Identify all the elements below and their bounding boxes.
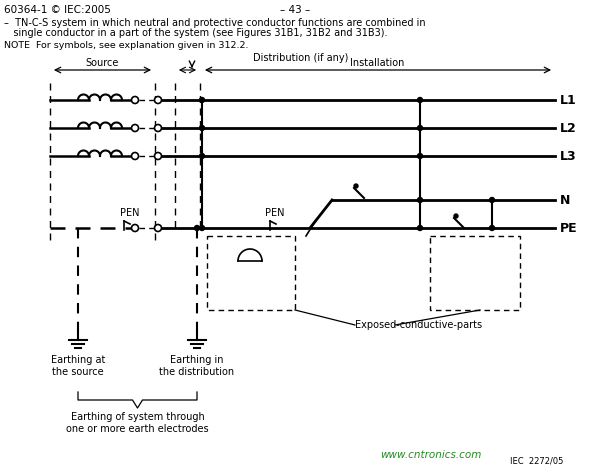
Circle shape xyxy=(155,96,161,103)
Circle shape xyxy=(454,214,458,218)
Circle shape xyxy=(131,152,139,159)
Text: NOTE  For symbols, see explanation given in 312.2.: NOTE For symbols, see explanation given … xyxy=(4,41,248,50)
Text: Earthing of system through
one or more earth electrodes: Earthing of system through one or more e… xyxy=(66,412,209,434)
Circle shape xyxy=(199,154,205,158)
Text: – 43 –: – 43 – xyxy=(280,5,310,15)
Text: L1: L1 xyxy=(560,94,577,107)
Circle shape xyxy=(155,225,161,232)
Text: Earthing in
the distribution: Earthing in the distribution xyxy=(160,355,235,376)
Text: Earthing at
the source: Earthing at the source xyxy=(51,355,105,376)
Circle shape xyxy=(155,152,161,159)
Text: single conductor in a part of the system (see Figures 31B1, 31B2 and 31B3).: single conductor in a part of the system… xyxy=(4,28,388,38)
Circle shape xyxy=(131,125,139,132)
Circle shape xyxy=(418,154,422,158)
Circle shape xyxy=(418,97,422,102)
Text: PE: PE xyxy=(560,221,578,235)
Text: www.cntronics.com: www.cntronics.com xyxy=(380,450,481,460)
Text: 60364-1 © IEC:2005: 60364-1 © IEC:2005 xyxy=(4,5,111,15)
Bar xyxy=(430,236,520,310)
Circle shape xyxy=(354,184,358,188)
Text: N: N xyxy=(560,194,571,206)
Circle shape xyxy=(131,225,139,232)
Circle shape xyxy=(418,197,422,203)
Text: Distribution (if any): Distribution (if any) xyxy=(253,53,349,63)
Text: Source: Source xyxy=(86,58,119,68)
Bar xyxy=(207,236,295,310)
Text: PEN: PEN xyxy=(265,208,284,218)
Text: –  TN-C-S system in which neutral and protective conductor functions are combine: – TN-C-S system in which neutral and pro… xyxy=(4,18,425,28)
Circle shape xyxy=(418,125,422,131)
Text: Installation: Installation xyxy=(350,58,404,68)
Circle shape xyxy=(155,125,161,132)
Circle shape xyxy=(418,226,422,230)
Text: Exposed-conductive-parts: Exposed-conductive-parts xyxy=(355,320,482,330)
Circle shape xyxy=(490,226,494,230)
Circle shape xyxy=(199,226,205,230)
Circle shape xyxy=(490,197,494,203)
Circle shape xyxy=(194,226,199,230)
Circle shape xyxy=(199,97,205,102)
Text: PEN: PEN xyxy=(120,208,139,218)
Text: L2: L2 xyxy=(560,122,577,134)
Circle shape xyxy=(199,125,205,131)
Text: L3: L3 xyxy=(560,149,577,163)
Text: IEC  2272/05: IEC 2272/05 xyxy=(510,456,563,465)
Circle shape xyxy=(131,96,139,103)
